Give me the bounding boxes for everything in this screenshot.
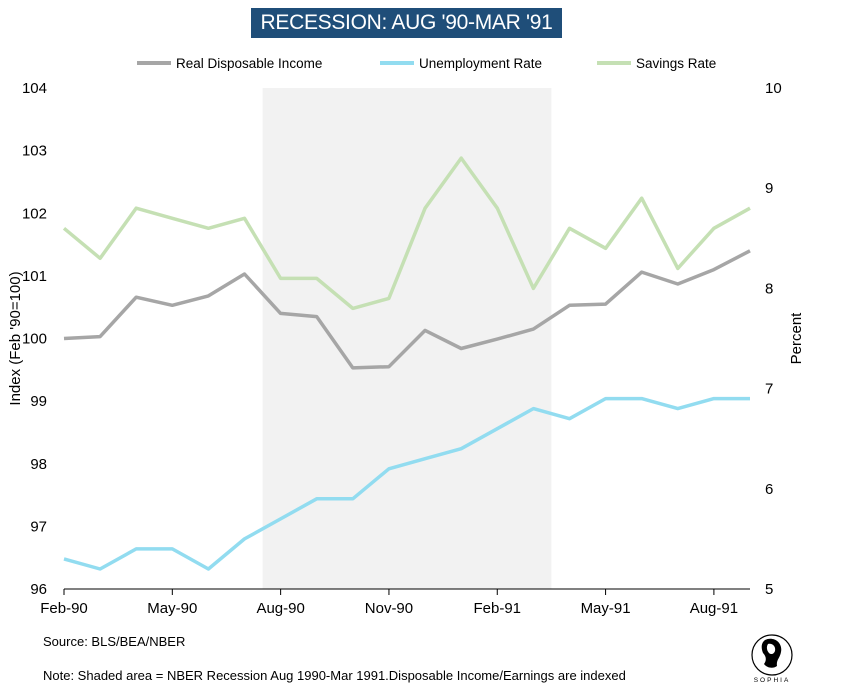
y-right-tick-label: 8 [765, 280, 773, 297]
recession-shaded-area [262, 88, 552, 589]
x-tick-label: Nov-90 [365, 600, 413, 617]
chart-legend: Real Disposable Income Unemployment Rate S… [137, 56, 716, 71]
y-left-tick-label: 99 [30, 393, 47, 410]
y-right-tick-label: 10 [765, 80, 782, 97]
y-left-tick-label: 98 [30, 456, 47, 473]
y-right-tick-label: 5 [765, 581, 773, 598]
x-tick-label: Feb-90 [40, 600, 88, 617]
y-left-axis-title: Index (Feb '90=100) [7, 271, 24, 405]
y-left-tick-label: 104 [22, 80, 47, 97]
legend-item-unemployment-rate: Unemployment Rate [380, 56, 542, 71]
sophia-logo-icon: SOPHIA [751, 634, 793, 684]
legend-label: Savings Rate [636, 56, 716, 71]
legend-item-savings-rate: Savings Rate [597, 56, 716, 71]
legend-label: Real Disposable Income [176, 56, 322, 71]
chart-axes: Feb-90 May-90 Aug-90 Nov-90 Feb-91 May-91 Aug-… [7, 80, 805, 617]
y-left-tick-label: 101 [22, 268, 47, 285]
y-left-tick-label: 103 [22, 143, 47, 160]
legend-label: Unemployment Rate [419, 56, 542, 71]
chart-title: RECESSION: AUG '90-MAR '91 [251, 8, 562, 38]
source-note: Source: BLS/BEA/NBER [43, 634, 186, 649]
legend-item-real-disposable-income: Real Disposable Income [137, 56, 322, 71]
y-left-tick-label: 100 [22, 331, 47, 348]
series-line-savings-rate [62, 156, 751, 311]
x-tick-label: Aug-90 [256, 600, 304, 617]
logo-text: SOPHIA [754, 677, 791, 684]
footnote: Note: Shaded area = NBER Recession Aug 1… [43, 668, 626, 683]
y-right-tick-label: 7 [765, 381, 773, 398]
y-right-tick-label: 9 [765, 180, 773, 197]
series-line-unemployment-rate [63, 396, 750, 571]
x-tick-label: May-90 [147, 600, 197, 617]
series-line-real-disposable-income [63, 249, 751, 370]
y-right-tick-label: 6 [765, 481, 773, 498]
x-tick-label: Feb-91 [473, 600, 521, 617]
y-left-tick-label: 96 [30, 581, 47, 598]
x-tick-label: May-91 [581, 600, 631, 617]
y-left-tick-label: 102 [22, 205, 47, 222]
chart-series [62, 156, 751, 571]
x-tick-label: Aug-91 [690, 600, 738, 617]
y-left-tick-label: 97 [30, 518, 47, 535]
y-right-axis-title: Percent [788, 312, 805, 365]
